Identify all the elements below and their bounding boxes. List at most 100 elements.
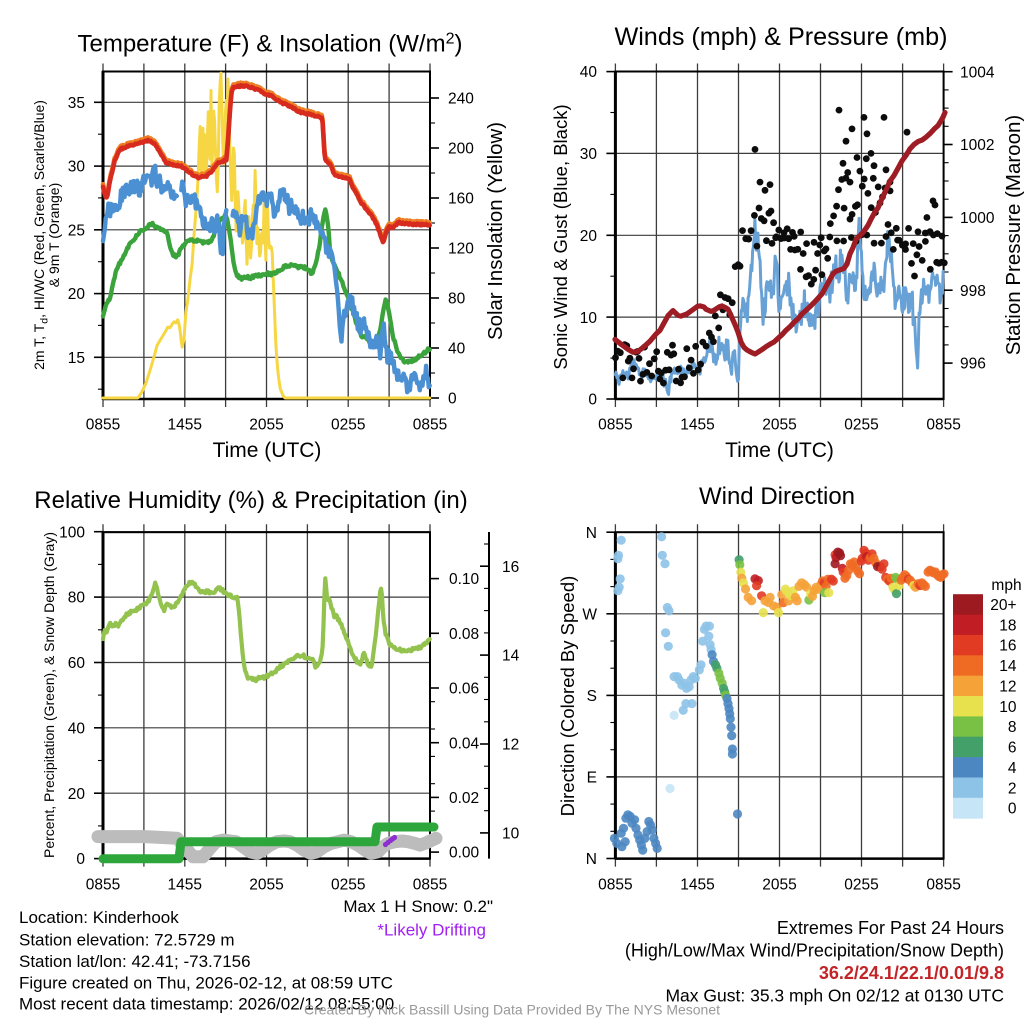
svg-text:2: 2 [1008, 780, 1017, 797]
svg-text:0.02: 0.02 [449, 790, 479, 807]
svg-text:200: 200 [448, 141, 474, 158]
svg-text:Time (UTC): Time (UTC) [213, 439, 322, 462]
svg-text:15: 15 [68, 350, 85, 367]
svg-text:30: 30 [580, 146, 598, 163]
svg-text:2m T, Td, HI/WC (Red, Green, S: 2m T, Td, HI/WC (Red, Green, Scarlet/Blu… [31, 100, 51, 370]
svg-text:80: 80 [68, 590, 86, 607]
svg-text:0855: 0855 [926, 877, 960, 894]
svg-text:Winds (mph) & Pressure (mb): Winds (mph) & Pressure (mb) [614, 23, 947, 51]
svg-text:0255: 0255 [331, 877, 365, 894]
svg-text:E: E [587, 770, 597, 787]
svg-text:14: 14 [999, 658, 1017, 675]
svg-text:Relative Humidity (%) & Precip: Relative Humidity (%) & Precipitation (i… [34, 487, 467, 514]
svg-text:Max Gust: 35.3 mph On 02/12 at: Max Gust: 35.3 mph On 02/12 at 0130 UTC [665, 986, 1004, 1006]
svg-text:0855: 0855 [413, 877, 447, 894]
svg-text:160: 160 [448, 191, 474, 208]
svg-text:40: 40 [448, 341, 466, 358]
svg-text:16: 16 [502, 559, 519, 576]
svg-text:Percent, Precipitation (Green): Percent, Precipitation (Green), & Snow D… [41, 532, 57, 858]
svg-text:36.2/24.1/22.1/0.01/9.8: 36.2/24.1/22.1/0.01/9.8 [819, 963, 1004, 983]
svg-text:0: 0 [588, 392, 597, 409]
svg-text:120: 120 [448, 241, 474, 258]
svg-text:2055: 2055 [762, 877, 796, 894]
svg-text:12: 12 [999, 678, 1016, 695]
svg-text:Station Pressure (Maroon): Station Pressure (Maroon) [1002, 115, 1024, 355]
svg-text:18: 18 [999, 617, 1016, 634]
svg-text:35: 35 [68, 95, 85, 112]
svg-text:100: 100 [59, 524, 85, 541]
svg-text:*Likely Drifting: *Likely Drifting [377, 921, 486, 940]
svg-text:30: 30 [68, 159, 86, 176]
svg-text:40: 40 [68, 720, 86, 737]
svg-text:Temperature (F) & Insolation (: Temperature (F) & Insolation (W/m2) [77, 31, 462, 58]
svg-text:40: 40 [580, 64, 598, 81]
svg-text:1455: 1455 [168, 877, 202, 894]
svg-text:& 9m T (Orange): & 9m T (Orange) [46, 183, 62, 288]
svg-text:mph: mph [991, 577, 1021, 594]
svg-text:2055: 2055 [249, 877, 283, 894]
svg-text:0255: 0255 [331, 417, 365, 434]
svg-text:14: 14 [502, 648, 520, 665]
svg-text:0.10: 0.10 [449, 571, 480, 588]
svg-text:0.00: 0.00 [449, 845, 480, 862]
svg-text:Most recent data timestamp: 20: Most recent data timestamp: 2026/02/12 0… [19, 995, 394, 1014]
svg-text:80: 80 [448, 291, 466, 308]
svg-text:Created By Nick Bassill Using: Created By Nick Bassill Using Data Provi… [304, 1002, 720, 1018]
svg-text:0.04: 0.04 [449, 735, 480, 752]
svg-text:Figure created on Thu, 2026-02: Figure created on Thu, 2026-02-12, at 08… [19, 974, 393, 993]
svg-text:20+: 20+ [990, 597, 1016, 614]
svg-text:0: 0 [1008, 801, 1017, 818]
svg-text:10: 10 [999, 699, 1017, 716]
svg-text:Wind Direction: Wind Direction [699, 483, 855, 510]
svg-text:Max 1 H Snow: 0.2": Max 1 H Snow: 0.2" [343, 897, 493, 916]
svg-text:0855: 0855 [413, 417, 447, 434]
svg-text:(High/Low/Max Wind/Precipitati: (High/Low/Max Wind/Precipitation/Snow De… [625, 941, 1004, 961]
svg-text:0.06: 0.06 [449, 681, 479, 698]
svg-text:8: 8 [1008, 719, 1017, 736]
svg-text:0855: 0855 [926, 417, 960, 434]
svg-text:998: 998 [960, 283, 986, 300]
svg-text:996: 996 [960, 356, 986, 373]
svg-text:0.08: 0.08 [449, 626, 479, 643]
svg-text:Sonic Wind & Gust (Blue, Black: Sonic Wind & Gust (Blue, Black) [550, 104, 571, 369]
svg-text:1455: 1455 [680, 877, 714, 894]
svg-text:Extremes For Past 24 Hours: Extremes For Past 24 Hours [777, 918, 1004, 938]
svg-text:0: 0 [76, 851, 85, 868]
svg-text:0255: 0255 [844, 877, 878, 894]
svg-text:0255: 0255 [844, 417, 878, 434]
svg-text:1000: 1000 [960, 210, 995, 227]
svg-text:1004: 1004 [960, 64, 995, 81]
svg-text:20: 20 [68, 286, 86, 303]
svg-text:Station elevation: 72.5729 m: Station elevation: 72.5729 m [19, 931, 234, 950]
svg-text:10: 10 [580, 310, 598, 327]
svg-text:Location: Kinderhook: Location: Kinderhook [19, 908, 179, 927]
svg-text:S: S [587, 688, 597, 705]
svg-text:N: N [586, 851, 597, 868]
svg-text:4: 4 [1008, 760, 1017, 777]
svg-text:1002: 1002 [960, 137, 994, 154]
svg-text:12: 12 [502, 737, 519, 754]
svg-text:0855: 0855 [598, 417, 632, 434]
svg-text:0855: 0855 [598, 877, 632, 894]
svg-text:0855: 0855 [86, 877, 120, 894]
svg-text:25: 25 [68, 222, 85, 239]
svg-text:0855: 0855 [86, 417, 120, 434]
svg-text:0: 0 [448, 391, 457, 408]
svg-text:240: 240 [448, 91, 474, 108]
svg-text:2055: 2055 [249, 417, 283, 434]
svg-text:Direction (Colored By Speed): Direction (Colored By Speed) [557, 576, 578, 817]
svg-text:Station lat/lon: 42.41; -73.71: Station lat/lon: 42.41; -73.7156 [19, 952, 251, 971]
svg-text:N: N [586, 525, 597, 542]
svg-text:1455: 1455 [680, 417, 714, 434]
svg-text:2055: 2055 [762, 417, 796, 434]
svg-text:20: 20 [68, 786, 86, 803]
svg-text:Solar Insolation (Yellow): Solar Insolation (Yellow) [485, 122, 507, 340]
svg-text:6: 6 [1008, 740, 1017, 757]
svg-text:W: W [582, 606, 597, 623]
svg-text:20: 20 [580, 228, 598, 245]
svg-text:10: 10 [502, 826, 520, 843]
svg-text:1455: 1455 [168, 417, 202, 434]
svg-text:16: 16 [999, 638, 1016, 655]
svg-text:Time (UTC): Time (UTC) [725, 439, 834, 462]
svg-text:60: 60 [68, 655, 86, 672]
